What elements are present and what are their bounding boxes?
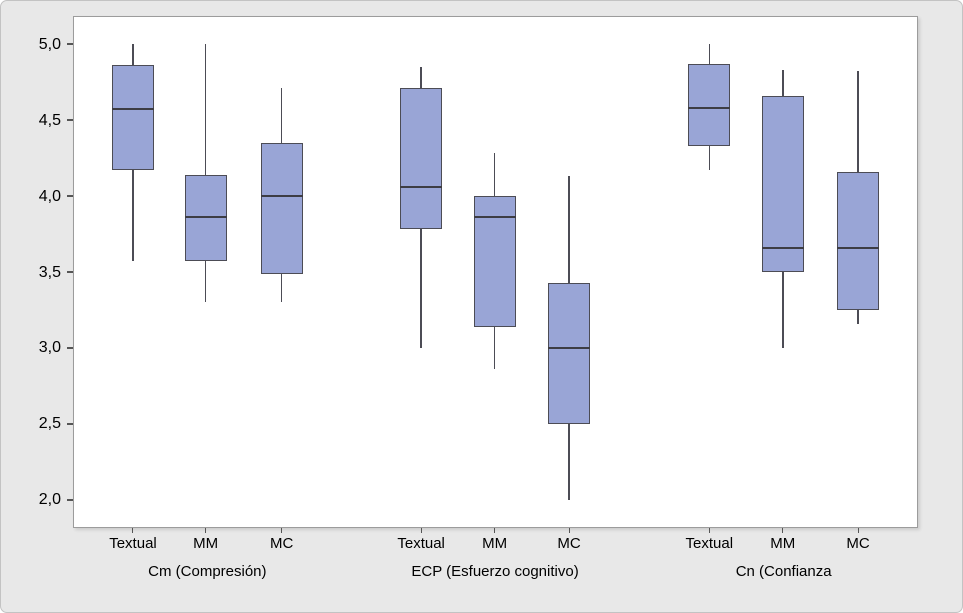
x-tick-mark xyxy=(708,528,710,533)
y-tick-label: 2,5 xyxy=(38,415,61,433)
y-tick-label: 5,0 xyxy=(38,35,61,53)
box xyxy=(688,63,731,146)
category-label: MC xyxy=(557,535,581,552)
y-tick-mark xyxy=(67,195,73,197)
box xyxy=(400,88,443,230)
y-tick-mark xyxy=(67,499,73,501)
y-tick-mark xyxy=(67,271,73,273)
box-median xyxy=(184,216,227,219)
x-tick-mark xyxy=(568,528,570,533)
box xyxy=(761,95,804,272)
box xyxy=(548,282,590,424)
x-tick-mark xyxy=(857,528,859,533)
y-tick-label: 4,5 xyxy=(38,111,61,129)
category-label: MC xyxy=(270,535,294,552)
y-tick-label: 3,5 xyxy=(38,263,61,281)
box xyxy=(260,142,303,274)
group-label: Cn (Confianza xyxy=(735,563,832,580)
y-tick-mark xyxy=(67,119,73,121)
box-median xyxy=(400,185,443,188)
box-median xyxy=(837,246,879,249)
category-label: MM xyxy=(193,535,219,552)
y-tick-label: 3,0 xyxy=(38,339,61,357)
x-tick-mark xyxy=(132,528,134,533)
box-median xyxy=(473,216,516,219)
x-tick-mark xyxy=(281,528,283,533)
category-label: MM xyxy=(482,535,508,552)
group-label: ECP (Esfuerzo cognitivo) xyxy=(411,563,579,580)
category-label: MM xyxy=(770,535,796,552)
box-median xyxy=(260,195,303,198)
group-label: Cm (Compresión) xyxy=(148,563,267,580)
box xyxy=(837,171,879,310)
box-median xyxy=(548,346,590,349)
box xyxy=(111,65,154,171)
y-tick-mark xyxy=(67,423,73,425)
y-tick-mark xyxy=(67,43,73,45)
box-whisker xyxy=(204,44,207,303)
category-label: Textual xyxy=(109,535,157,552)
y-tick-label: 4,0 xyxy=(38,187,61,205)
category-label: MC xyxy=(846,535,870,552)
y-tick-mark xyxy=(67,347,73,349)
x-tick-mark xyxy=(494,528,496,533)
x-tick-mark xyxy=(420,528,422,533)
x-tick-mark xyxy=(782,528,784,533)
box-median xyxy=(688,106,731,109)
box-median xyxy=(761,246,804,249)
box-median xyxy=(111,108,154,111)
x-tick-mark xyxy=(205,528,207,533)
category-label: Textual xyxy=(397,535,445,552)
y-tick-label: 2,0 xyxy=(38,491,61,509)
category-label: Textual xyxy=(685,535,734,552)
